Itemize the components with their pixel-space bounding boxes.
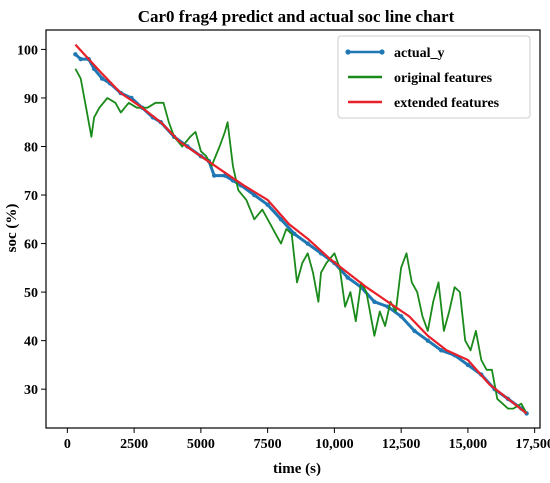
legend-label: original features [394,71,493,86]
x-tick-label: 2500 [120,437,148,452]
data-point [439,348,444,353]
data-point [412,328,417,334]
data-point [212,173,217,178]
plot-frame [45,29,541,429]
x-tick-label: 7500 [254,437,282,452]
legend-label: actual_y [394,46,445,61]
legend-box [337,35,531,119]
y-tick-label: 40 [24,335,38,350]
series-original-features [74,68,528,414]
y-tick-label: 50 [24,286,38,301]
x-tick-label: 5000 [187,437,215,452]
y-tick-label: 30 [24,383,38,398]
y-tick-label: 90 [24,92,38,107]
legend-label: extended features [394,96,500,111]
data-point [252,192,257,198]
x-axis-ticks: 0 2500 5000 7500 10,000 12,500 15,000 17,500 [64,428,550,452]
y-tick-label: 60 [24,238,38,253]
data-point [99,76,105,81]
data-point [265,202,270,207]
data-point [425,338,431,343]
data-point [465,362,471,368]
y-tick-label: 70 [24,189,38,204]
x-tick-label: 15,000 [449,437,488,452]
legend-marker [345,49,351,55]
y-axis-ticks: 30 40 50 60 70 80 90 100 [17,43,46,398]
x-tick-label: 17,500 [515,437,550,452]
data-point [305,241,310,246]
x-tick-label: 10,000 [315,437,354,452]
y-tick-label: 100 [17,43,38,58]
axes [45,29,541,429]
data-point [73,52,78,57]
legend: actual_y original features extended featur… [337,35,531,119]
series-extended-features [74,43,528,415]
data-point [345,275,350,280]
series-line [74,43,528,415]
data-point [292,231,297,237]
data-point [372,299,377,305]
data-point [78,56,83,62]
series-line [74,68,528,414]
y-tick-label: 80 [24,140,38,155]
x-tick-label: 12,500 [382,437,421,452]
x-tick-label: 0 [64,437,71,452]
series-layer [73,43,529,416]
data-point [398,314,404,319]
x-axis-label: time (s) [273,461,321,477]
data-point [278,217,284,222]
legend-marker [379,49,385,55]
y-axis-label: soc (%) [4,204,20,253]
chart-title: Car0 frag4 predict and actual soc line c… [138,7,455,26]
